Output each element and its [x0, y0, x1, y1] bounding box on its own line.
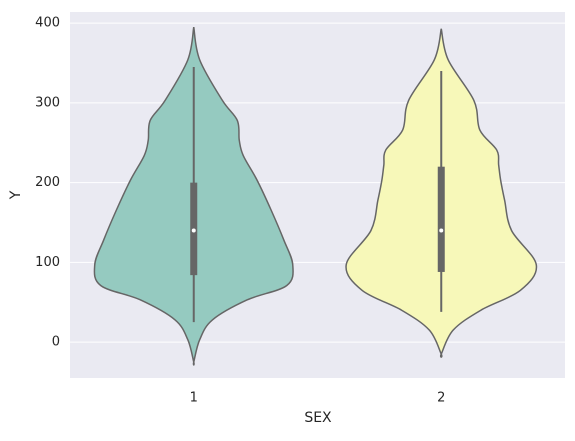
- box: [437, 166, 445, 272]
- median: [191, 228, 196, 233]
- y-axis-label: Y: [8, 190, 24, 200]
- y-tick-label: 100: [35, 255, 60, 270]
- y-tick-label: 0: [52, 335, 60, 350]
- median: [439, 228, 444, 233]
- y-tick-label: 400: [35, 16, 60, 31]
- x-tick-label: 1: [190, 391, 198, 406]
- y-tick-label: 200: [35, 175, 60, 190]
- x-tick-label: 2: [437, 391, 445, 406]
- x-axis-label: SEX: [304, 410, 332, 426]
- y-tick-label: 300: [35, 95, 60, 110]
